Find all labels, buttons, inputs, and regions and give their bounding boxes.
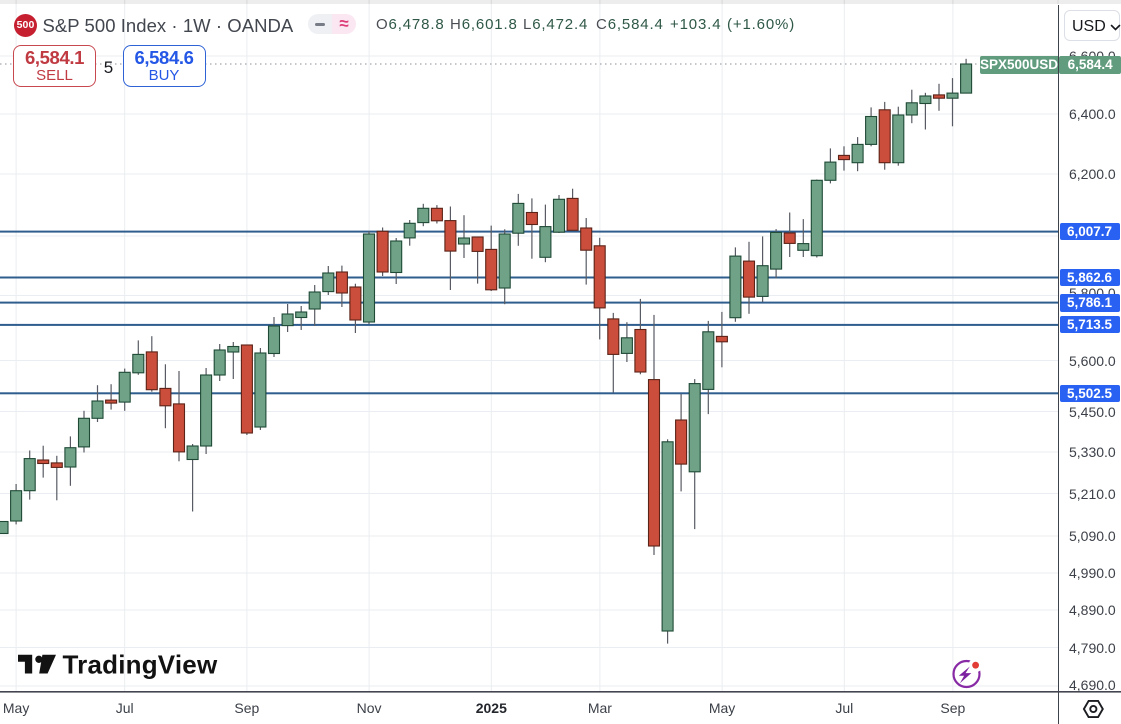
svg-text:TradingView: TradingView <box>63 649 218 679</box>
